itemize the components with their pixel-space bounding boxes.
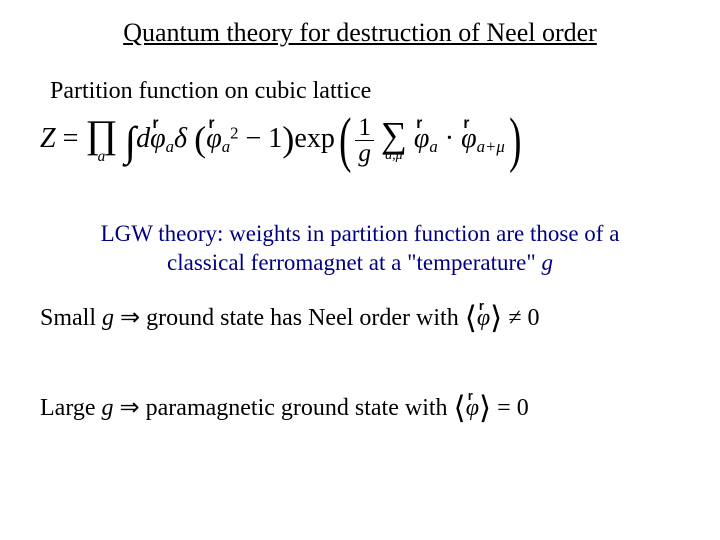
slide: Quantum theory for destruction of Neel o… xyxy=(0,0,720,540)
exp: exp xyxy=(294,123,334,154)
eq-Z: Z xyxy=(40,123,56,154)
lgw-statement: LGW theory: weights in partition functio… xyxy=(80,220,640,278)
lgw-line1: LGW theory: weights in partition functio… xyxy=(101,221,620,246)
large-g-mid: paramagnetic ground state with xyxy=(146,395,454,421)
phi-a-vec2: rφ xyxy=(414,123,430,155)
phi-a-sq-vec: rφ xyxy=(206,123,222,155)
large-g-arrow: ⇒ xyxy=(114,395,146,421)
small-g-post: ≠ 0 xyxy=(502,305,539,331)
eq-sub-a3: a xyxy=(429,137,437,156)
langle1: ⟨ xyxy=(465,300,477,336)
small-g-mid: ground state has Neel order with xyxy=(146,305,465,331)
sum-symbol: ∑a,μ xyxy=(381,119,407,162)
large-g-pre: Large xyxy=(40,395,102,421)
minus-one: − 1 xyxy=(238,123,282,154)
eq-sub-a: a xyxy=(166,137,174,156)
small-g-arrow: ⇒ xyxy=(114,305,146,331)
subtitle: Partition function on cubic lattice xyxy=(50,78,371,105)
large-g-g: g xyxy=(102,395,114,421)
partition-function-equation: Z = ∏a ∫drφaδ (rφa2 − 1)exp(1g ∑a,μ rφa … xyxy=(40,115,525,167)
delta: δ xyxy=(174,123,187,154)
frac-1-over-g: 1g xyxy=(355,115,374,166)
product-symbol: ∏a xyxy=(85,117,117,164)
slide-title: Quantum theory for destruction of Neel o… xyxy=(0,18,720,48)
dot: · xyxy=(438,123,461,154)
phi-expect2: rφ xyxy=(466,395,479,422)
eq-equals: = xyxy=(56,123,86,154)
langle2: ⟨ xyxy=(454,390,466,426)
lparen-big: ( xyxy=(339,116,351,165)
small-g-pre: Small xyxy=(40,305,102,331)
rparen-big: ) xyxy=(509,116,521,165)
phi-aplusmu-vec: rφ xyxy=(461,123,477,155)
eq-sub-a2: a xyxy=(222,137,230,156)
lparen-small: ( xyxy=(194,119,206,159)
rangle2: ⟩ xyxy=(479,390,491,426)
eq-sub-aplusmu: a+μ xyxy=(477,137,505,156)
rangle1: ⟩ xyxy=(490,300,502,336)
small-g-g: g xyxy=(102,305,114,331)
small-g-statement: Small g ⇒ ground state has Neel order wi… xyxy=(40,300,540,336)
eq-d: d xyxy=(136,123,150,154)
large-g-statement: Large g ⇒ paramagnetic ground state with… xyxy=(40,390,529,426)
phi-expect1: rφ xyxy=(477,305,490,332)
lgw-g: g xyxy=(541,250,553,275)
lgw-line2a: classical ferromagnet at a "temperature" xyxy=(167,250,541,275)
rparen-small: ) xyxy=(282,119,294,159)
phi-a-vec: rφ xyxy=(150,123,166,155)
large-g-post: = 0 xyxy=(491,395,529,421)
integral-symbol: ∫ xyxy=(125,120,137,166)
